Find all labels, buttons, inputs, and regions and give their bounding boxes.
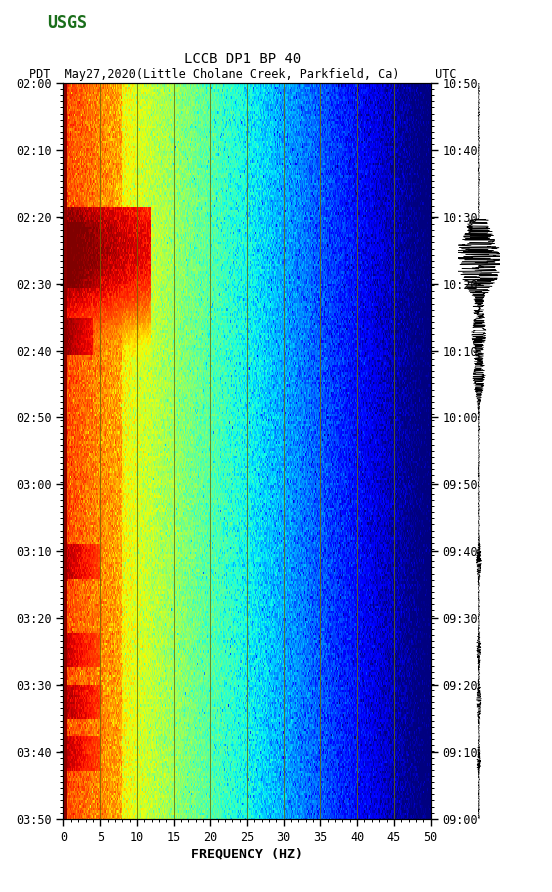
Text: USGS: USGS (47, 14, 87, 32)
X-axis label: FREQUENCY (HZ): FREQUENCY (HZ) (191, 847, 303, 861)
Text: LCCB DP1 BP 40: LCCB DP1 BP 40 (184, 52, 301, 66)
Bar (60, 83, 67, 819)
Text: PDT  May27,2020(Little Cholane Creek, Parkfield, Ca)     UTC: PDT May27,2020(Little Cholane Creek, Par… (29, 68, 457, 80)
